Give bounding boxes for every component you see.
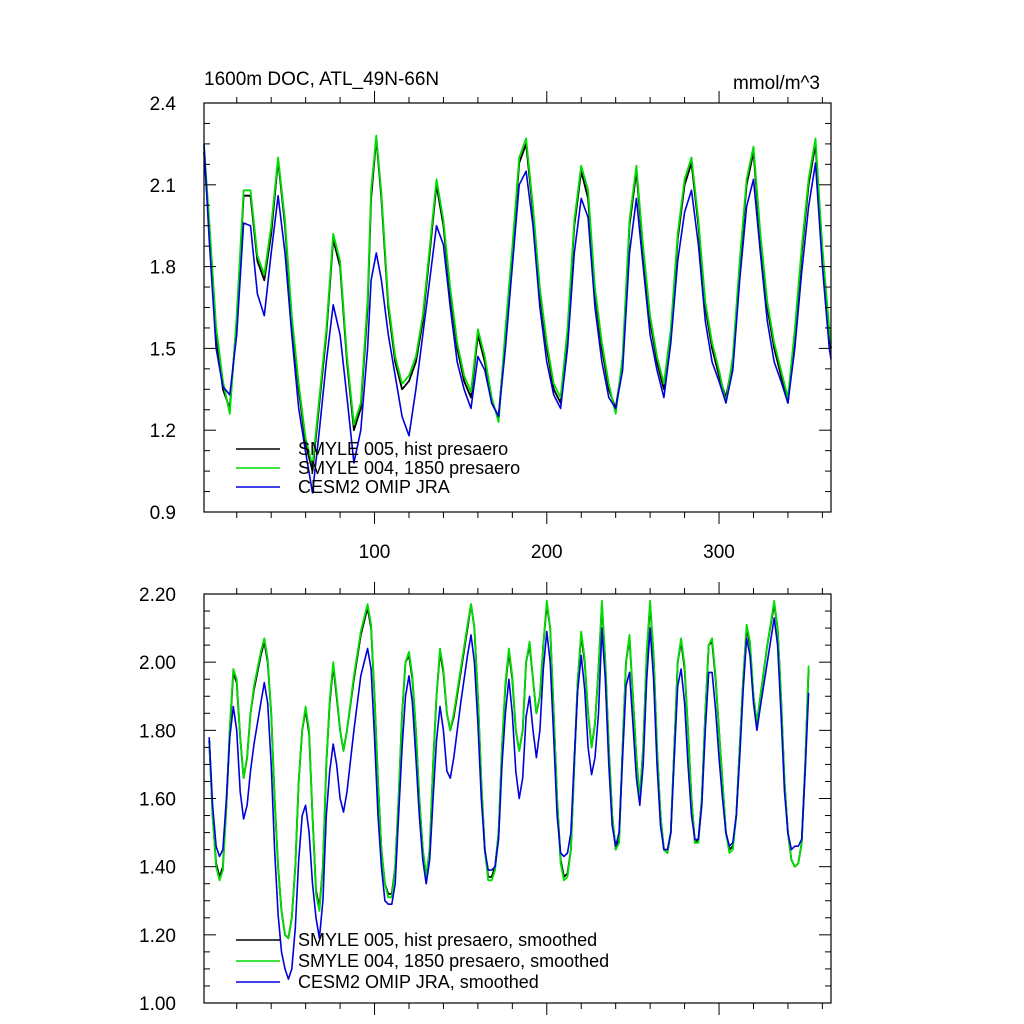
y-tick-label: 1.60 <box>139 790 176 811</box>
y-tick-label: 1.2 <box>150 421 176 442</box>
y-tick-label: 2.20 <box>139 585 176 606</box>
y-tick-label: 1.5 <box>150 339 176 360</box>
x-tick-label: 200 <box>531 542 563 563</box>
x-tick-label: 100 <box>359 542 391 563</box>
y-tick-label: 1.20 <box>139 926 176 947</box>
legend: SMYLE 005, hist presaero, smoothedSMYLE … <box>236 930 609 992</box>
legend-label: SMYLE 004, 1850 presaero <box>298 458 520 478</box>
legend-label: SMYLE 005, hist presaero <box>298 439 508 459</box>
y-tick-label: 1.40 <box>139 858 176 879</box>
tick-layer: 1.00 1.20 1.40 1.60 1.80 2.00 2.20 <box>139 582 831 1015</box>
y-tick-label: 2.00 <box>139 653 176 674</box>
y-tick-label: 1.80 <box>139 721 176 742</box>
legend-label: CESM2 OMIP JRA, smoothed <box>298 972 539 992</box>
legend-label: CESM2 OMIP JRA <box>298 477 450 497</box>
series-line <box>208 599 810 940</box>
y-tick-label: 0.9 <box>150 503 176 524</box>
tick-layer: 0.9 1.2 1.5 1.8 2.1 2.4 100 200 300 <box>150 91 831 563</box>
y-tick-label: 2.1 <box>150 176 176 197</box>
y-tick-label: 1.00 <box>139 994 176 1015</box>
series-layer <box>208 599 810 980</box>
top-chart: 1600m DOC, ATL_49N-66N mmol/m^3 0.9 1.2 1.… <box>150 69 832 563</box>
units-label: mmol/m^3 <box>733 73 820 94</box>
series-line <box>203 143 832 494</box>
series-layer <box>203 134 832 494</box>
chart-title: 1600m DOC, ATL_49N-66N <box>204 69 439 90</box>
series-line <box>203 134 832 467</box>
x-tick-label: 300 <box>703 542 735 563</box>
legend-label: SMYLE 004, 1850 presaero, smoothed <box>298 951 609 971</box>
series-line <box>208 617 810 980</box>
legend-label: SMYLE 005, hist presaero, smoothed <box>298 930 597 950</box>
y-tick-label: 2.4 <box>150 94 177 115</box>
y-tick-label: 1.8 <box>150 258 176 279</box>
bottom-chart: 1.00 1.20 1.40 1.60 1.80 2.00 2.20 SMYLE 005, … <box>139 582 832 1015</box>
